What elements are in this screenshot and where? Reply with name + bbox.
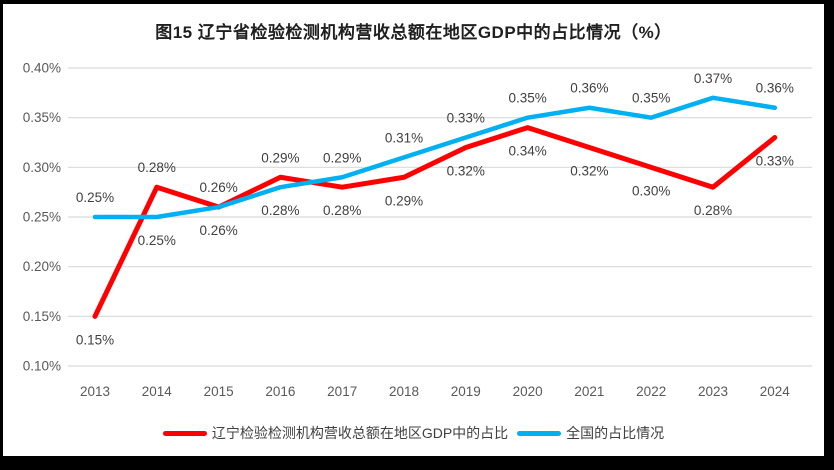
data-label: 0.37% — [694, 71, 732, 86]
x-axis-tick-label: 2016 — [265, 384, 295, 399]
data-label: 0.32% — [570, 163, 608, 178]
series-line-1 — [92, 95, 778, 220]
data-label: 0.28% — [323, 203, 361, 218]
x-axis-tick-label: 2024 — [760, 384, 791, 399]
legend-blue-line-icon — [517, 430, 562, 436]
x-axis-tick-label: 2019 — [451, 384, 481, 399]
data-label: 0.32% — [447, 163, 485, 178]
data-label: 0.35% — [508, 91, 546, 106]
data-label: 0.34% — [508, 144, 546, 159]
data-label: 0.33% — [756, 154, 794, 169]
legend-item-national: 全国的占比情况 — [517, 423, 664, 443]
legend-red-line-icon — [162, 430, 207, 436]
x-axis-tick-label: 2022 — [636, 384, 666, 399]
data-label: 0.36% — [756, 81, 794, 96]
data-label: 0.30% — [632, 183, 670, 198]
data-label: 0.28% — [694, 203, 732, 218]
data-label: 0.33% — [447, 111, 485, 126]
data-label: 0.28% — [261, 203, 299, 218]
y-axis-tick-label: 0.25% — [23, 210, 61, 225]
x-axis-tick-label: 2013 — [80, 384, 110, 399]
data-label: 0.29% — [323, 150, 361, 165]
chart-title: 图15 辽宁省检验检测机构营收总额在地区GDP中的占比情况（%） — [155, 23, 672, 42]
data-label: 0.26% — [199, 223, 237, 238]
data-label: 0.25% — [138, 233, 176, 248]
x-axis-tick-label: 2020 — [513, 384, 543, 399]
legend-label-liaoning: 辽宁检验检测机构营收总额在地区GDP中的占比 — [211, 425, 509, 441]
y-axis-tick-label: 0.35% — [23, 110, 61, 125]
data-label: 0.28% — [138, 160, 176, 175]
legend-label-national: 全国的占比情况 — [566, 425, 665, 441]
legend: 辽宁检验检测机构营收总额在地区GDP中的占比 全国的占比情况 — [3, 423, 824, 443]
x-axis-tick-label: 2014 — [142, 384, 173, 399]
series-line-0 — [92, 125, 778, 319]
legend-item-liaoning: 辽宁检验检测机构营收总额在地区GDP中的占比 — [162, 423, 509, 443]
y-axis-tick-label: 0.30% — [23, 160, 61, 175]
y-axis-tick-label: 0.10% — [23, 359, 61, 374]
x-axis-tick-label: 2023 — [698, 384, 728, 399]
x-axis-tick-label: 2021 — [574, 384, 604, 399]
chart-canvas: 图15 辽宁省检验检测机构营收总额在地区GDP中的占比情况（%） 0.40% 0.… — [3, 4, 824, 456]
y-axis-tick-label: 0.15% — [23, 309, 61, 324]
data-label: 0.26% — [199, 180, 237, 195]
data-label: 0.35% — [632, 91, 670, 106]
data-label: 0.15% — [76, 332, 114, 347]
y-axis-tick-label: 0.40% — [23, 61, 61, 76]
x-axis-tick-label: 2018 — [389, 384, 419, 399]
y-axis-tick-label: 0.20% — [23, 259, 61, 274]
data-label: 0.31% — [385, 130, 423, 145]
data-label: 0.25% — [76, 190, 114, 205]
data-label: 0.29% — [261, 150, 299, 165]
plot-svg: 0.40% 0.35% 0.30% 0.25% 0.20% 0.15% 0.10% 2013 2… — [23, 61, 812, 399]
data-label: 0.36% — [570, 81, 608, 96]
x-axis-tick-label: 2015 — [204, 384, 234, 399]
x-axis-tick-label: 2017 — [327, 384, 357, 399]
data-label: 0.29% — [385, 193, 423, 208]
